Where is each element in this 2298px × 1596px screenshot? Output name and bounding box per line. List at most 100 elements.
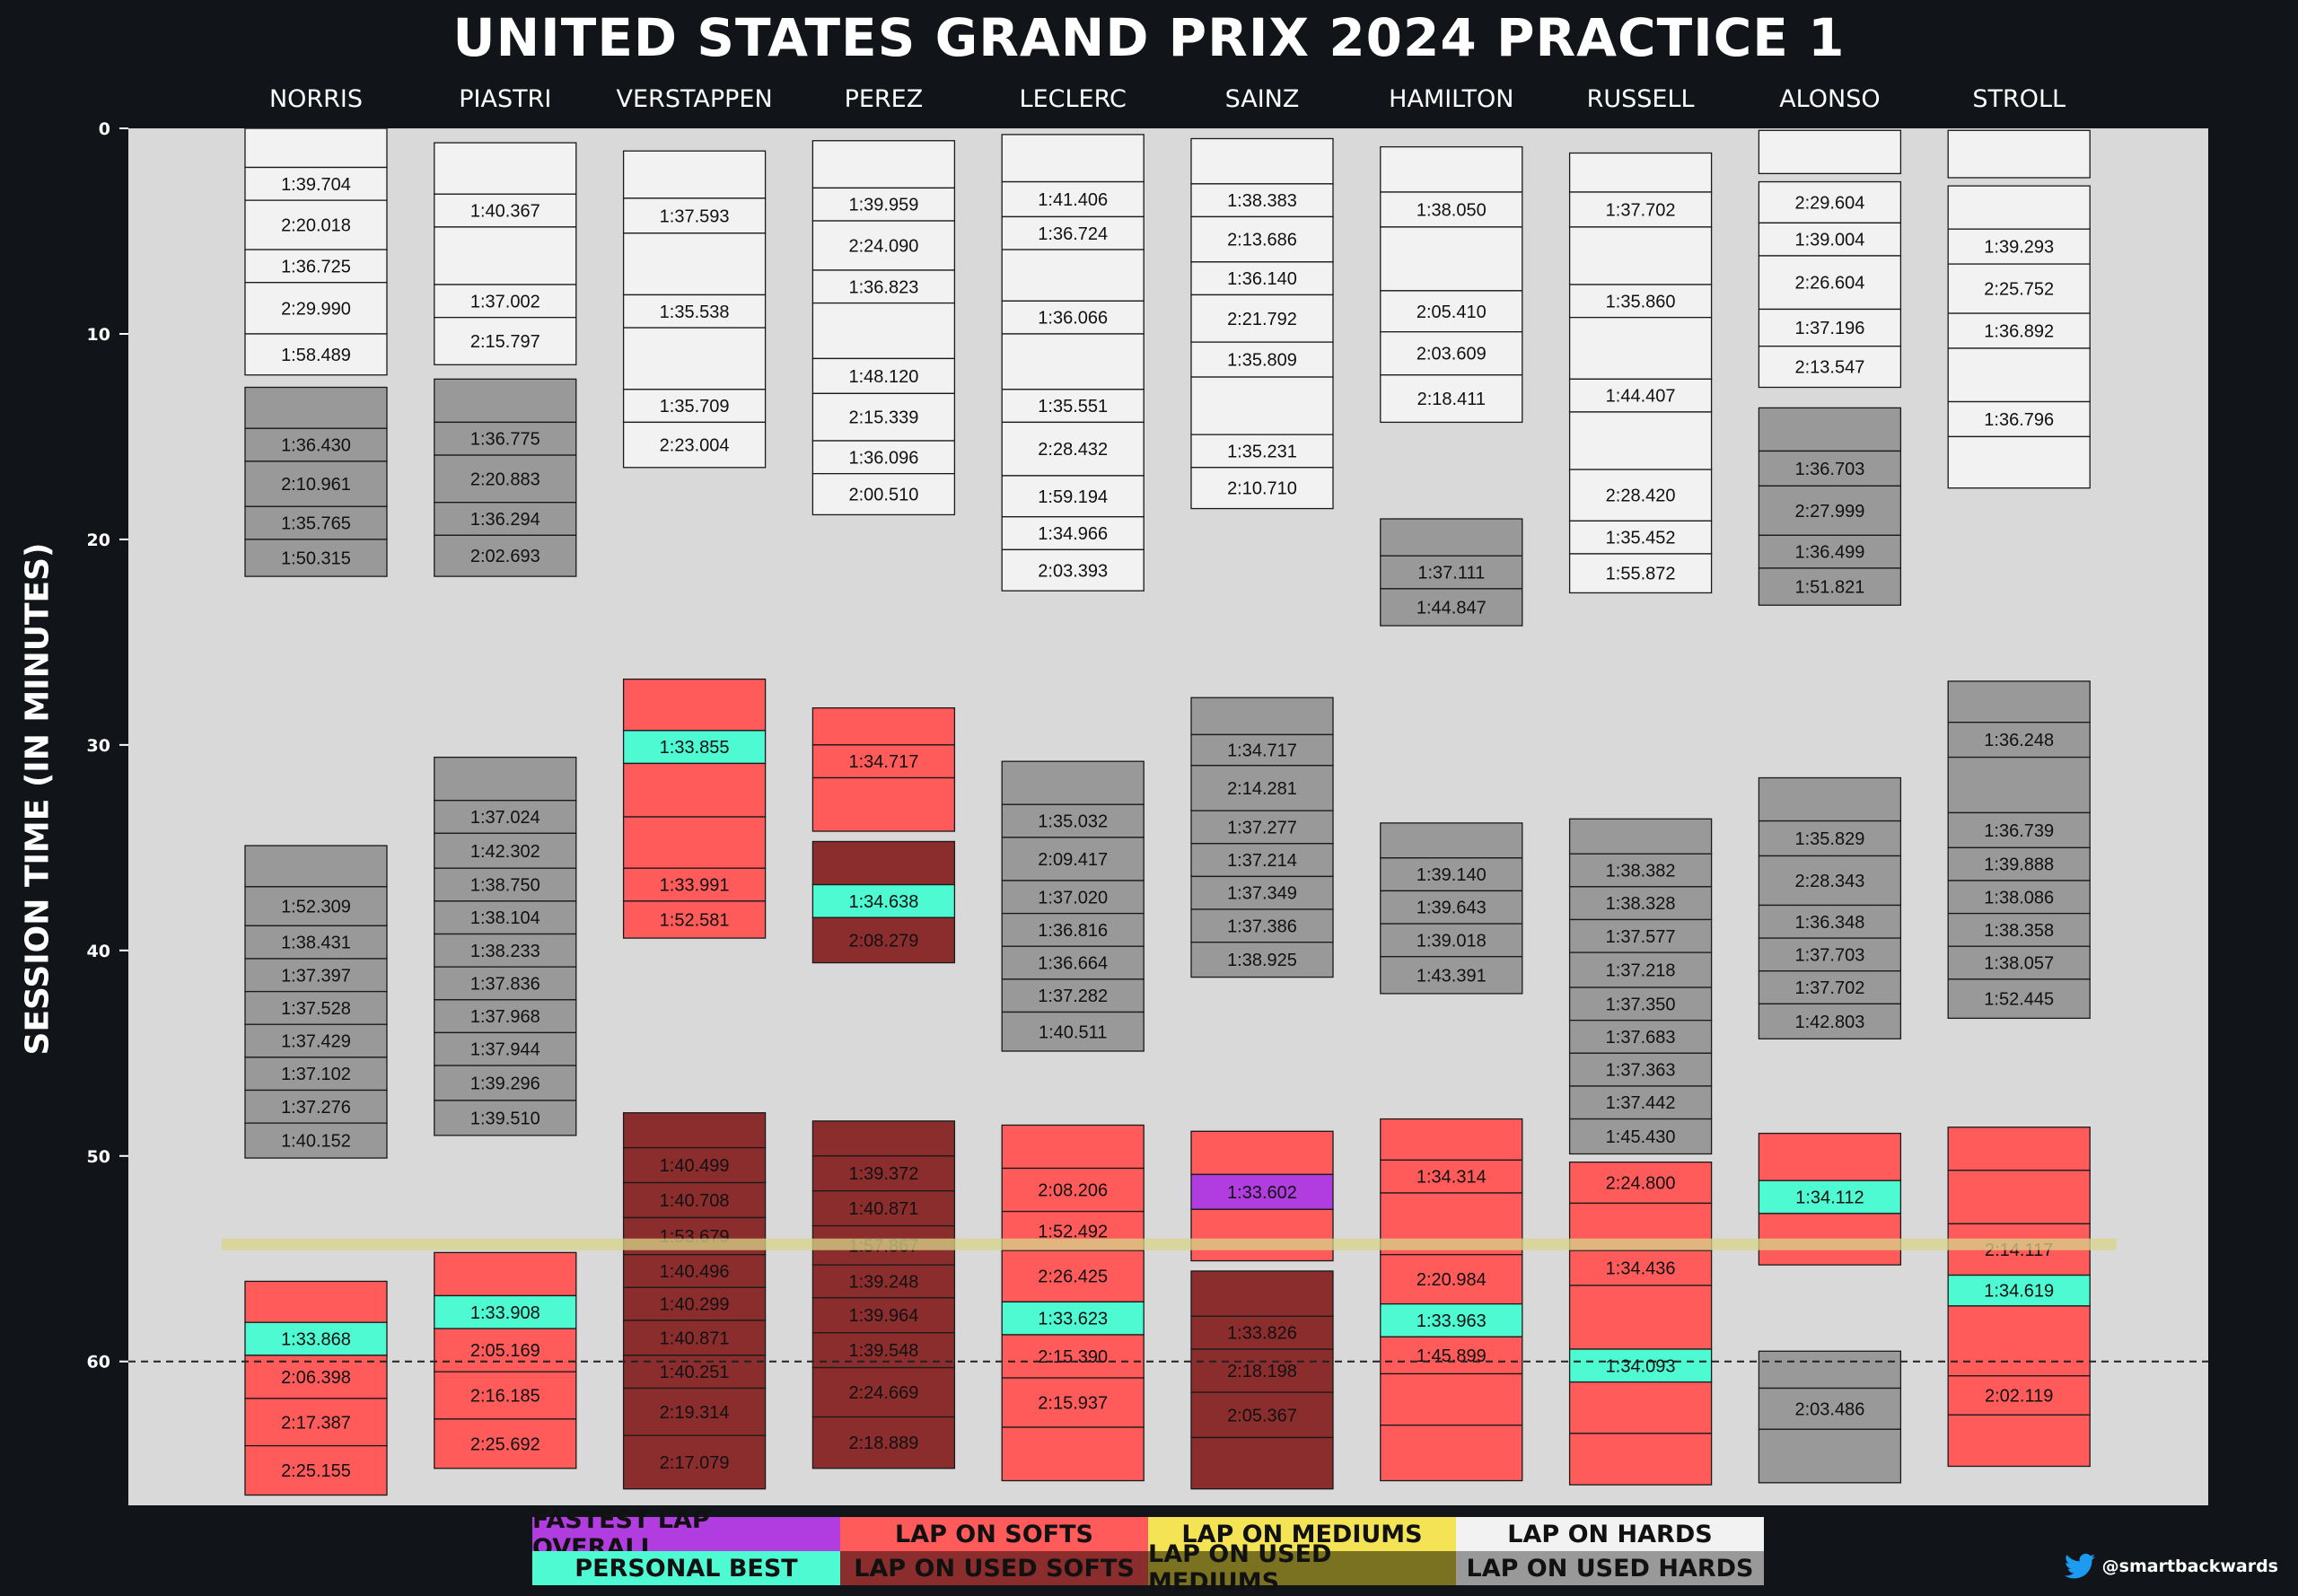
lap-bar — [1190, 908, 1334, 943]
lap-bar — [434, 284, 577, 319]
lap-time-label: 1:34.717 — [848, 752, 918, 772]
lap-bar — [1568, 818, 1713, 855]
lap-bar — [1947, 435, 2091, 489]
lap-bar — [244, 127, 388, 169]
lap-time-label: 1:34.093 — [1606, 1356, 1676, 1376]
lap-bar — [1758, 1428, 1902, 1484]
driver-label: STROLL — [1972, 85, 2066, 113]
driver-label: NORRIS — [269, 85, 363, 113]
lap-time-label: 2:17.079 — [660, 1453, 730, 1473]
lap-time-label: 1:34.966 — [1038, 524, 1108, 544]
lap-bar — [1190, 875, 1334, 910]
lap-bar — [1001, 134, 1145, 183]
lap-bar — [622, 1387, 767, 1436]
lap-bar — [1380, 1425, 1523, 1482]
lap-time-label: 2:21.792 — [1227, 310, 1297, 329]
lap-time-label: 1:37.218 — [1606, 961, 1676, 981]
lap-bar — [1001, 760, 1145, 805]
lap-time-label: 1:33.826 — [1227, 1324, 1297, 1344]
lap-bar — [1001, 1301, 1145, 1336]
lap-time-label: 1:39.888 — [1984, 855, 2054, 875]
lap-time-label: 1:36.703 — [1794, 460, 1864, 479]
lap-time-label: 1:39.248 — [848, 1272, 918, 1292]
legend: FASTEST LAP OVERALL LAP ON SOFTS LAP ON ME… — [532, 1506, 1764, 1596]
lap-time-label: 2:10.710 — [1227, 479, 1297, 499]
lap-time-label: 1:36.348 — [1794, 913, 1864, 933]
lap-bar — [1380, 518, 1523, 557]
lap-time-label: 1:38.382 — [1606, 862, 1676, 881]
lap-bar — [1001, 389, 1145, 424]
lap-bar — [811, 1366, 956, 1418]
lap-bar — [434, 1294, 577, 1329]
lap-bar — [1568, 1348, 1713, 1383]
lap-time-label: 1:33.623 — [1038, 1310, 1108, 1329]
lap-bar — [1001, 945, 1145, 980]
lap-bar — [811, 1264, 956, 1299]
lap-bar — [1568, 1285, 1713, 1350]
lap-time-label: 1:45.430 — [1606, 1127, 1676, 1147]
lap-time-label: 1:51.821 — [1794, 578, 1864, 598]
lap-bar — [1568, 411, 1713, 470]
lap-time-label: 1:37.577 — [1606, 927, 1676, 947]
legend-item: LAP ON HARDS — [1456, 1517, 1764, 1551]
lap-bar — [1380, 374, 1523, 424]
lap-bar — [1758, 1132, 1902, 1181]
lap-bar — [1568, 469, 1713, 522]
lap-bar — [1568, 1118, 1713, 1155]
lap-time-label: 2:29.604 — [1794, 193, 1864, 213]
lap-bar — [622, 1320, 767, 1356]
lap-time-label: 1:33.855 — [660, 738, 730, 758]
lap-bar — [1380, 923, 1523, 958]
lap-bar — [1190, 1208, 1334, 1262]
lap-time-label: 1:35.860 — [1606, 292, 1676, 311]
lap-bar — [811, 220, 956, 271]
lap-time-label: 1:36.664 — [1038, 954, 1108, 974]
lap-bar — [1947, 400, 2091, 438]
lap-bar — [244, 1355, 388, 1399]
lap-bar — [1190, 1173, 1334, 1210]
lap-time-label: 1:35.709 — [660, 397, 730, 417]
y-tick-label: 30 — [87, 736, 110, 756]
lap-bar — [1190, 1315, 1334, 1350]
lap-bar — [811, 916, 956, 964]
lap-time-label: 2:15.937 — [1038, 1394, 1108, 1414]
lap-bar — [244, 249, 388, 284]
lap-bar — [1190, 261, 1334, 296]
lap-bar — [811, 1120, 956, 1157]
lap-bar — [1947, 680, 2091, 723]
lap-time-label: 1:37.397 — [281, 966, 351, 986]
lap-time-label: 1:39.959 — [848, 196, 918, 215]
lap-bar — [244, 505, 388, 540]
lap-time-label: 1:37.702 — [1794, 978, 1864, 998]
lap-bar — [1190, 1270, 1334, 1318]
lap-bar — [1758, 255, 1902, 311]
lap-bar — [1380, 191, 1523, 228]
lap-time-label: 1:37.024 — [470, 808, 540, 828]
lap-bar — [1001, 333, 1145, 390]
lap-bar — [1758, 129, 1902, 175]
lap-bar — [811, 472, 956, 516]
driver-label: ALONSO — [1779, 85, 1880, 113]
lap-time-label: 1:55.872 — [1606, 565, 1676, 584]
driver-label: LECLERC — [1020, 85, 1127, 113]
lap-bar — [1380, 956, 1523, 995]
lap-time-label: 2:08.206 — [1038, 1181, 1108, 1201]
lap-bar — [1947, 1414, 2091, 1468]
lap-time-label: 2:06.398 — [281, 1368, 351, 1388]
legend-item: LAP ON USED MEDIUMS — [1148, 1540, 1456, 1596]
lap-time-label: 1:37.282 — [1038, 987, 1108, 1006]
lap-time-label: 1:52.581 — [660, 910, 730, 930]
lap-bar — [1947, 1170, 2091, 1224]
lap-bar — [1758, 222, 1902, 257]
lap-bar — [1568, 1085, 1713, 1120]
lap-time-label: 1:40.511 — [1039, 1022, 1107, 1042]
lap-time-label: 2:26.604 — [1794, 274, 1864, 294]
lap-bar — [1758, 567, 1902, 606]
lap-bar — [1001, 475, 1145, 518]
lap-bar — [622, 197, 767, 234]
lap-bar — [1568, 520, 1713, 555]
lap-time-label: 1:40.496 — [660, 1262, 730, 1282]
lap-time-label: 2:24.800 — [1606, 1174, 1676, 1194]
lap-time-label: 1:36.248 — [1984, 731, 2054, 750]
lap-bar — [434, 933, 577, 968]
